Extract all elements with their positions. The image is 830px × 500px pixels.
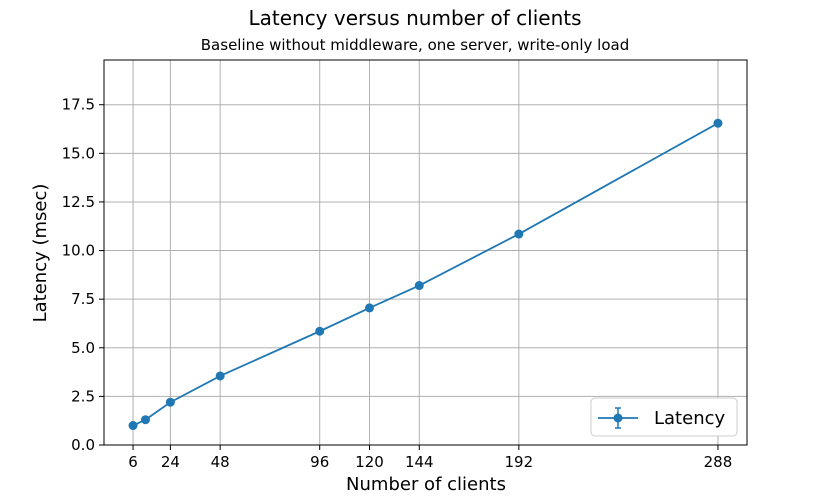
legend-box (590, 397, 738, 437)
data-point-latency (215, 371, 225, 381)
plot-border (103, 59, 748, 446)
data-point-latency (165, 397, 175, 407)
data-point-latency (713, 118, 723, 128)
data-point-latency (364, 303, 374, 313)
y-tick-label: 12.5 (62, 193, 95, 211)
data-point-latency (414, 281, 424, 291)
legend: Latency (590, 397, 738, 437)
legend-marker-swatch (613, 413, 623, 423)
x-tick-label: 192 (505, 453, 534, 471)
plot-frame (103, 59, 748, 446)
x-tick-label: 6 (128, 453, 138, 471)
x-axis-label: Number of clients (346, 474, 506, 495)
y-tick-label: 0.0 (71, 436, 95, 454)
x-tick-label: 96 (310, 453, 329, 471)
y-axis-label: Latency (msec) (30, 184, 51, 323)
x-tick-label: 120 (355, 453, 384, 471)
chart-title: Latency versus number of clients (248, 6, 581, 30)
x-tick-label: 288 (704, 453, 733, 471)
y-tick-label: 7.5 (71, 290, 95, 308)
x-tick-label: 144 (405, 453, 434, 471)
chart-subtitle: Baseline without middleware, one server,… (201, 36, 629, 54)
y-tick-label: 2.5 (71, 387, 95, 405)
x-tick-label: 24 (161, 453, 180, 471)
data-point-latency (140, 415, 150, 425)
data-point-latency (315, 326, 325, 336)
legend-label-latency: Latency (654, 408, 725, 429)
series-latency (128, 118, 723, 431)
x-tick-label: 48 (211, 453, 230, 471)
y-tick-label: 17.5 (62, 96, 95, 114)
y-tick-label: 5.0 (71, 339, 95, 357)
axis-ticks: 6 24 48 96 120 144 192 288 0.0 2.5 5.0 7.5 10.0 12.5 1… (62, 96, 733, 471)
y-tick-label: 10.0 (62, 242, 95, 260)
data-point-latency (514, 229, 524, 239)
data-point-latency (128, 421, 138, 431)
y-tick-label: 15.0 (62, 144, 95, 162)
